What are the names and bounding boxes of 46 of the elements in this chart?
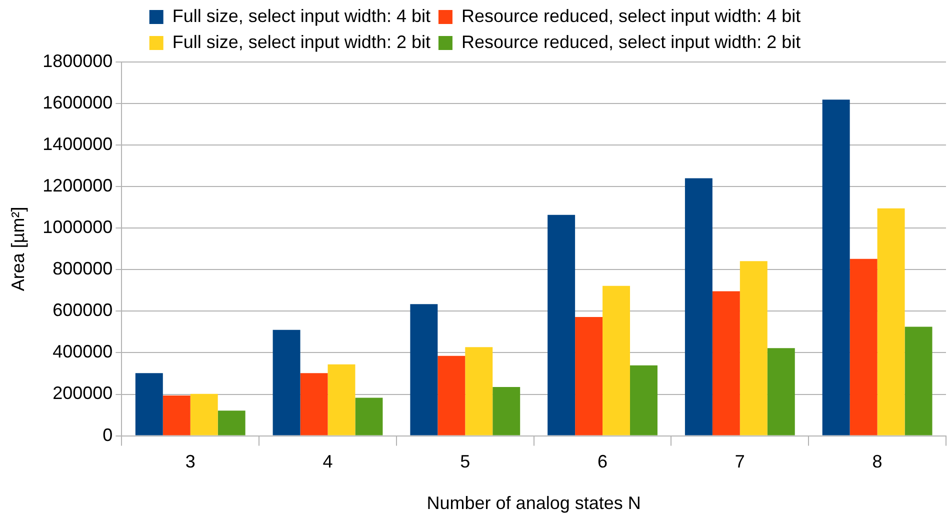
y-tick-label: 1400000 bbox=[42, 134, 113, 154]
bar bbox=[438, 356, 466, 436]
bar bbox=[904, 326, 932, 436]
bar bbox=[602, 286, 630, 436]
bar bbox=[575, 317, 603, 436]
bar bbox=[465, 347, 493, 436]
x-axis-title: Number of analog states N bbox=[426, 493, 641, 514]
bar bbox=[684, 178, 712, 436]
legend-label: Resource reduced, select input width: 2 bit bbox=[461, 32, 801, 52]
x-tick-label: 3 bbox=[185, 452, 196, 472]
bar bbox=[492, 387, 520, 436]
x-tick-label: 7 bbox=[734, 452, 745, 472]
y-tick-label: 0 bbox=[102, 424, 113, 445]
bar bbox=[300, 373, 328, 436]
y-tick-label: 200000 bbox=[52, 383, 113, 404]
bar bbox=[850, 258, 878, 436]
bar bbox=[218, 410, 246, 436]
legend-label: Resource reduced, select input width: 4 bit bbox=[461, 6, 801, 26]
y-tick-label: 1200000 bbox=[42, 176, 113, 196]
bar bbox=[767, 348, 795, 436]
bar bbox=[190, 394, 218, 436]
y-axis-title: Area [µm²] bbox=[8, 206, 28, 292]
legend-label: Full size, select input width: 2 bit bbox=[172, 32, 430, 52]
y-tick-label: 400000 bbox=[52, 342, 113, 362]
y-tick-label: 1800000 bbox=[42, 50, 113, 71]
bar bbox=[740, 261, 768, 436]
bar bbox=[135, 373, 163, 436]
bar bbox=[162, 396, 190, 436]
bar bbox=[548, 214, 576, 436]
x-tick-label: 8 bbox=[872, 452, 882, 472]
y-tick-label: 800000 bbox=[52, 258, 113, 279]
bar bbox=[355, 398, 383, 436]
x-tick-label: 4 bbox=[322, 452, 333, 472]
bar bbox=[328, 364, 356, 436]
y-tick-label: 600000 bbox=[52, 300, 113, 320]
legend-label: Full size, select input width: 4 bit bbox=[172, 6, 430, 26]
bar bbox=[272, 330, 300, 436]
bar bbox=[410, 304, 438, 436]
x-tick-label: 6 bbox=[598, 452, 608, 472]
bar bbox=[822, 100, 850, 436]
bar bbox=[630, 365, 658, 436]
x-tick-label: 5 bbox=[460, 452, 470, 472]
y-tick-label: 1000000 bbox=[42, 217, 113, 238]
bar bbox=[877, 208, 905, 436]
bar bbox=[712, 291, 740, 436]
y-tick-label: 1600000 bbox=[42, 92, 113, 112]
